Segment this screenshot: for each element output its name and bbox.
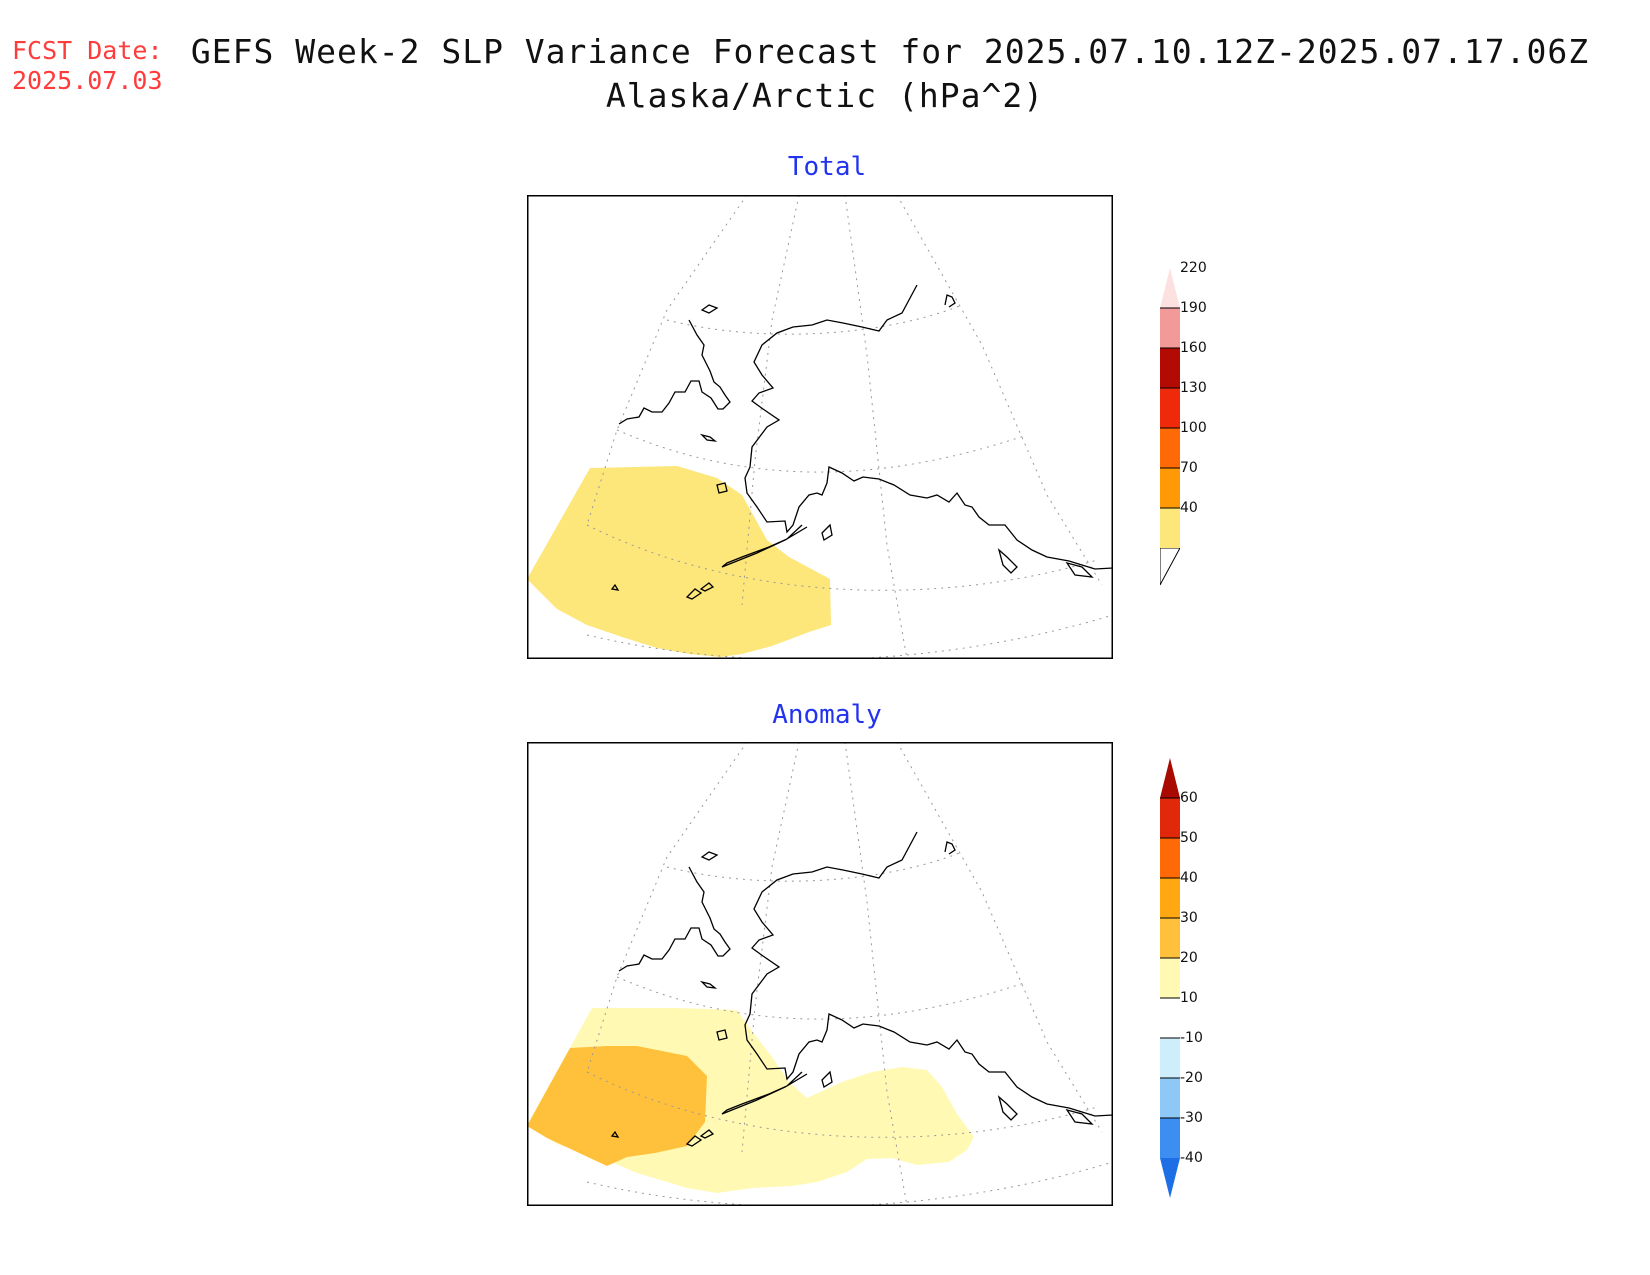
map-anomaly-svg [527,742,1113,1206]
colorbar-anomaly-label: 10 [1180,990,1198,1006]
colorbar-anomaly-m20-m10 [1160,1038,1180,1078]
colorbar-total: 40 70 100 130 160 190 220 [1159,261,1207,594]
colorbar-anomaly-50-60 [1160,798,1180,838]
colorbar-anomaly-over-60 [1160,758,1180,798]
colorbar-anomaly-label: 40 [1180,870,1198,886]
map-panel-anomaly [527,742,1113,1206]
forecast-date-label: FCST Date: [12,36,163,65]
colorbar-anomaly-label: 50 [1180,830,1198,846]
map-panel-total [527,195,1113,659]
coastlines [610,284,1113,600]
colorbar-anomaly-20-30 [1160,918,1180,958]
colorbar-total-100-130 [1160,428,1180,468]
panel-title-anomaly: Anomaly [772,700,882,730]
colorbar-total-over-220 [1160,268,1180,308]
colorbar-anomaly-label: 60 [1180,790,1198,806]
colorbar-total-70-100 [1160,468,1180,508]
colorbar-anomaly-svg [1160,758,1180,1198]
colorbar-total-130-160 [1160,388,1180,428]
colorbar-total-label: 40 [1180,500,1198,516]
colorbar-anomaly-label: 30 [1180,910,1198,926]
forecast-date-block: FCST Date: 2025.07.03 [12,36,163,96]
colorbar-anomaly-m40-m30 [1160,1118,1180,1158]
map-frame [527,742,1113,1206]
colorbar-anomaly-40-50 [1160,838,1180,878]
colorbar-total-label: 190 [1180,300,1207,316]
figure-title-line1: GEFS Week-2 SLP Variance Forecast for 20… [190,32,1590,71]
colorbar-anomaly-label: -30 [1180,1110,1203,1126]
colorbar-total-40-70 [1160,508,1180,548]
map-frame [527,195,1113,659]
panel-title-total: Total [787,152,867,182]
colorbar-anomaly-10-20 [1160,958,1180,998]
colorbar-total-label: 220 [1180,260,1207,276]
anomaly-shade-20-30 [527,1046,707,1166]
colorbar-anomaly-label: -10 [1180,1030,1203,1046]
forecast-date-value: 2025.07.03 [12,66,163,95]
figure-title: GEFS Week-2 SLP Variance Forecast for 20… [0,30,1650,118]
figure-title-line2: Alaska/Arctic (hPa^2) [605,76,1045,115]
colorbar-anomaly: -40 -30 -20 -10 10 20 30 40 50 60 [1160,755,1203,1204]
colorbar-anomaly-m30-m20 [1160,1078,1180,1118]
colorbar-anomaly-m10-10 [1160,998,1180,1038]
colorbar-total-label: 100 [1180,420,1207,436]
colorbar-total-label: 130 [1180,380,1207,396]
colorbar-total-190-220 [1160,308,1180,348]
map-total-svg [527,195,1113,659]
coastlines [610,831,1113,1147]
colorbar-total-160-190 [1160,348,1180,388]
colorbar-anomaly-30-40 [1160,878,1180,918]
colorbar-total-svg [1159,268,1181,586]
colorbar-total-label: 160 [1180,340,1207,356]
colorbar-total-label: 70 [1180,460,1198,476]
colorbar-anomaly-label: 20 [1180,950,1198,966]
colorbar-anomaly-label: -20 [1180,1070,1203,1086]
colorbar-anomaly-under-40 [1160,1158,1180,1198]
colorbar-anomaly-label: -40 [1180,1150,1203,1166]
